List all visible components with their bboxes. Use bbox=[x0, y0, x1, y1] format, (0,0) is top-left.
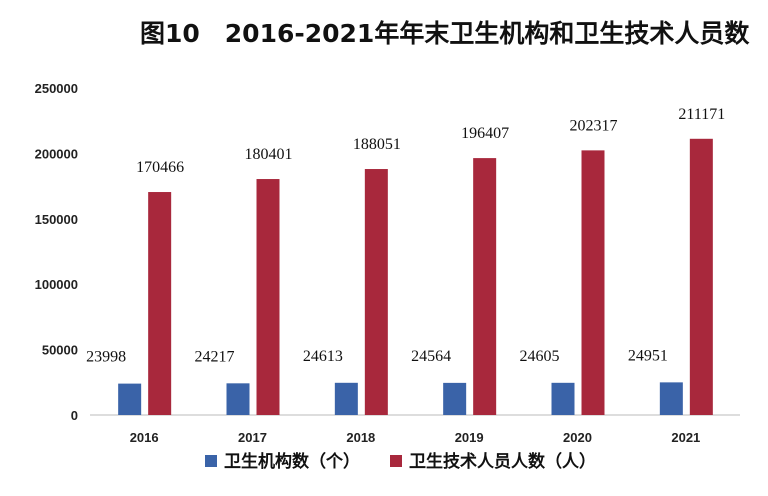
y-tick-label: 150000 bbox=[35, 212, 78, 227]
data-label: 188051 bbox=[353, 136, 401, 153]
data-label: 24951 bbox=[628, 347, 668, 364]
y-tick-label: 250000 bbox=[35, 81, 78, 96]
legend-label: 卫生机构数（个） bbox=[224, 451, 360, 472]
x-tick-label: 2020 bbox=[563, 430, 592, 445]
data-label: 180401 bbox=[245, 146, 293, 163]
legend-swatch bbox=[205, 455, 217, 467]
chart-title: 图10 2016-2021年年末卫生机构和卫生技术人员数 bbox=[140, 19, 750, 48]
data-label: 24564 bbox=[411, 348, 451, 365]
bar-personnel bbox=[364, 169, 388, 415]
data-label: 24613 bbox=[303, 348, 343, 365]
bar-personnel bbox=[256, 179, 280, 415]
bar-personnel bbox=[148, 192, 172, 415]
data-label: 23998 bbox=[86, 349, 126, 366]
bar-institutions bbox=[226, 383, 250, 415]
bar-personnel bbox=[581, 150, 605, 415]
y-tick-label: 100000 bbox=[35, 277, 78, 292]
y-tick-label: 0 bbox=[71, 408, 78, 423]
data-label: 24605 bbox=[520, 348, 560, 365]
bar-institutions bbox=[551, 382, 575, 415]
bar-personnel bbox=[473, 158, 497, 415]
legend-swatch bbox=[390, 455, 402, 467]
data-label: 211171 bbox=[678, 106, 725, 123]
data-label: 24217 bbox=[195, 348, 235, 365]
data-label: 170466 bbox=[136, 159, 184, 176]
data-label: 202317 bbox=[570, 117, 618, 134]
x-tick-label: 2016 bbox=[130, 430, 159, 445]
x-tick-label: 2019 bbox=[455, 430, 484, 445]
bar-institutions bbox=[443, 382, 467, 415]
x-tick-label: 2017 bbox=[238, 430, 267, 445]
y-tick-label: 200000 bbox=[35, 146, 78, 161]
y-tick-label: 50000 bbox=[42, 343, 78, 358]
legend-label: 卫生技术人员人数（人） bbox=[409, 451, 596, 472]
bar-institutions bbox=[659, 382, 683, 415]
bar-institutions bbox=[334, 382, 358, 415]
x-tick-label: 2021 bbox=[671, 430, 700, 445]
bar-personnel bbox=[689, 138, 713, 415]
bar-institutions bbox=[118, 383, 142, 415]
data-label: 196407 bbox=[461, 125, 509, 142]
x-tick-label: 2018 bbox=[346, 430, 375, 445]
